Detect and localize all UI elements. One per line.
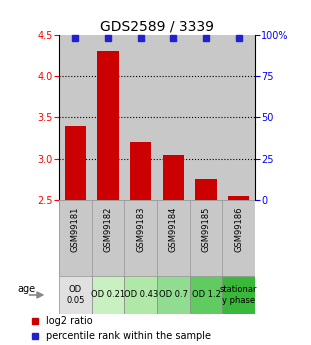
Bar [157,34,190,200]
Text: OD 0.43: OD 0.43 [123,290,158,299]
Text: OD 1.2: OD 1.2 [192,290,220,299]
Bar [59,276,92,314]
Text: GSM99186: GSM99186 [234,206,243,252]
Bar [92,200,124,276]
Bar [59,200,92,276]
Text: GSM99183: GSM99183 [136,206,145,252]
Bar [190,200,222,276]
Bar [157,276,190,314]
Bar [190,34,222,200]
Text: percentile rank within the sample: percentile rank within the sample [46,331,211,341]
Bar [190,276,222,314]
Bar [195,179,217,200]
Text: stationar
y phase: stationar y phase [220,285,258,305]
Bar [130,142,151,200]
Text: OD 0.21: OD 0.21 [91,290,125,299]
Bar [222,34,255,200]
Text: log2 ratio: log2 ratio [46,316,93,326]
Text: GSM99182: GSM99182 [104,206,113,252]
Text: age: age [18,284,36,294]
Bar [59,34,92,200]
Bar [97,51,119,200]
Bar [65,126,86,200]
Bar [124,34,157,200]
Bar [92,34,124,200]
Text: GSM99181: GSM99181 [71,206,80,252]
Bar [124,200,157,276]
Bar [124,276,157,314]
Text: GSM99184: GSM99184 [169,206,178,252]
Bar [228,196,249,200]
Text: GSM99185: GSM99185 [202,206,211,252]
Text: OD
0.05: OD 0.05 [66,285,85,305]
Bar [222,276,255,314]
Bar [222,200,255,276]
Title: GDS2589 / 3339: GDS2589 / 3339 [100,19,214,33]
Text: OD 0.7: OD 0.7 [159,290,188,299]
Bar [92,276,124,314]
Bar [157,200,190,276]
Bar [163,155,184,200]
